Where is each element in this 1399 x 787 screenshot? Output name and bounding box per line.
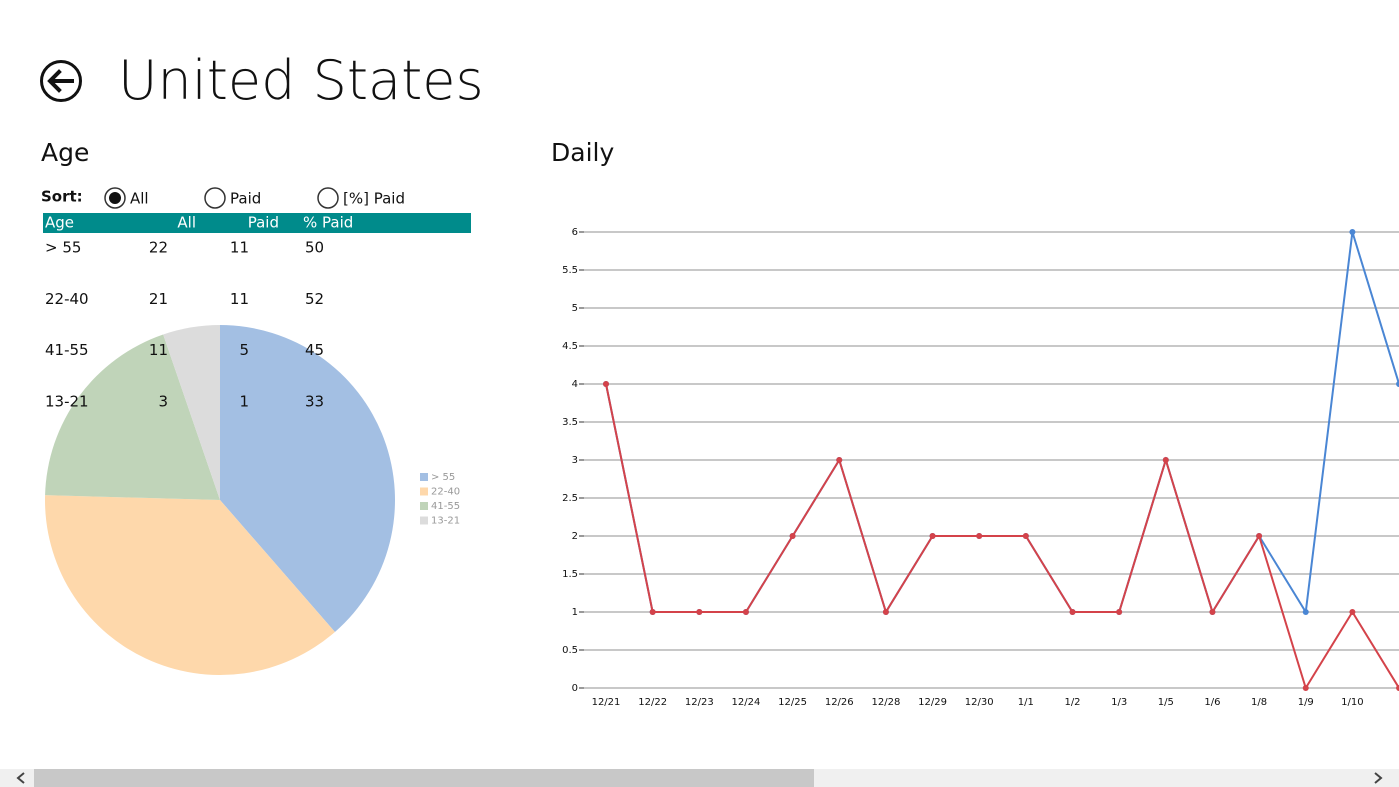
data-point <box>836 457 843 463</box>
y-tick-label: 5 <box>572 303 578 314</box>
x-tick-label: 1/6 <box>1204 697 1220 708</box>
table-cell: 22 <box>149 239 168 257</box>
sort-label: Sort: <box>41 188 83 206</box>
y-tick-label: 2.5 <box>562 493 578 504</box>
radio-button[interactable] <box>317 187 339 209</box>
y-tick-label: 0 <box>572 683 578 694</box>
x-tick-label: 12/26 <box>825 697 854 708</box>
x-tick-label: 1/5 <box>1158 697 1174 708</box>
data-point <box>649 609 656 615</box>
data-point <box>976 533 983 539</box>
table-cell: 41-55 <box>45 341 89 359</box>
x-tick-label: 12/21 <box>592 697 621 708</box>
line-series <box>605 383 1399 691</box>
pie-slice <box>45 334 221 500</box>
y-tick-label: 4.5 <box>562 341 578 352</box>
pie-slice <box>163 325 220 500</box>
y-tick-label: 4 <box>572 379 578 390</box>
x-tick-label: 12/23 <box>685 697 714 708</box>
column-header: Age <box>45 214 74 232</box>
data-point <box>789 533 796 539</box>
table-cell: 5 <box>239 341 249 359</box>
y-tick-label: 1.5 <box>562 569 578 580</box>
legend-label: 22-40 <box>431 487 460 498</box>
table-cell: 3 <box>158 392 168 410</box>
table-cell: 13-21 <box>45 392 89 410</box>
page-title: United States <box>118 49 484 112</box>
y-tick-label: 5.5 <box>562 265 578 276</box>
table-cell: 11 <box>230 239 249 257</box>
x-tick-label: 12/29 <box>918 697 947 708</box>
data-point <box>696 609 703 615</box>
table-cell: 22-40 <box>45 290 89 308</box>
section-title: Age <box>41 138 89 167</box>
data-point <box>1256 533 1263 539</box>
table-cell: 1 <box>239 392 249 410</box>
table-cell: 21 <box>149 290 168 308</box>
data-point <box>1069 609 1076 615</box>
legend-swatch <box>420 487 428 496</box>
y-tick-label: 2 <box>572 531 578 542</box>
x-tick-label: 12/22 <box>638 697 667 708</box>
x-tick-label: 1/8 <box>1251 697 1267 708</box>
legend-swatch <box>420 516 428 525</box>
radio-label[interactable]: All <box>130 190 149 208</box>
section-title: Daily <box>551 138 614 167</box>
data-point <box>1116 609 1123 615</box>
legend-label: 41-55 <box>431 501 460 512</box>
table-header <box>43 213 471 233</box>
pie-slice <box>45 495 335 675</box>
pie-slice <box>220 325 395 632</box>
column-header: Paid <box>248 214 279 232</box>
back-button[interactable] <box>40 60 82 102</box>
radio-button[interactable] <box>204 187 226 209</box>
data-point <box>1396 381 1399 387</box>
radio-label[interactable]: Paid <box>230 190 261 208</box>
data-point <box>882 609 889 615</box>
y-tick-label: 6 <box>572 227 578 238</box>
table-cell: > 55 <box>45 239 81 257</box>
x-tick-label: 12/24 <box>732 697 761 708</box>
legend-swatch <box>420 502 428 510</box>
legend-swatch <box>420 473 428 481</box>
y-tick-label: 1 <box>572 607 578 618</box>
x-tick-label: 1/1 <box>1018 697 1034 708</box>
data-point <box>1396 685 1399 691</box>
data-point <box>1349 229 1356 235</box>
x-tick-label: 12/25 <box>778 697 807 708</box>
scrollbar[interactable] <box>0 769 1399 787</box>
table-cell: 52 <box>305 290 324 308</box>
radio-dot <box>109 192 121 204</box>
x-tick-label: 1/10 <box>1341 697 1363 708</box>
radio-label[interactable]: [%] Paid <box>343 190 405 208</box>
data-point <box>1349 609 1356 615</box>
y-tick-label: 0.5 <box>562 645 578 656</box>
legend-label: > 55 <box>431 472 455 483</box>
data-point <box>1022 533 1029 539</box>
table-cell: 50 <box>305 239 324 257</box>
table-cell: 11 <box>149 341 168 359</box>
y-tick-label: 3.5 <box>562 417 578 428</box>
x-tick-label: 1/2 <box>1064 697 1080 708</box>
table-cell: 11 <box>230 290 249 308</box>
column-header: All <box>177 214 196 232</box>
y-tick-label: 3 <box>572 455 578 466</box>
table-cell: 45 <box>305 341 324 359</box>
data-point <box>1302 685 1309 691</box>
data-point <box>1209 609 1216 615</box>
legend-label: 13-21 <box>431 516 460 527</box>
x-tick-label: 12/28 <box>871 697 900 708</box>
data-point <box>1162 457 1169 463</box>
data-point <box>603 381 609 387</box>
data-point <box>929 533 936 539</box>
column-header: % Paid <box>303 214 353 232</box>
table-cell: 33 <box>305 392 324 410</box>
data-point <box>1302 609 1309 615</box>
x-tick-label: 12/30 <box>965 697 994 708</box>
x-tick-label: 1/9 <box>1298 697 1314 708</box>
x-tick-label: 1/3 <box>1111 697 1127 708</box>
data-point <box>742 609 749 615</box>
